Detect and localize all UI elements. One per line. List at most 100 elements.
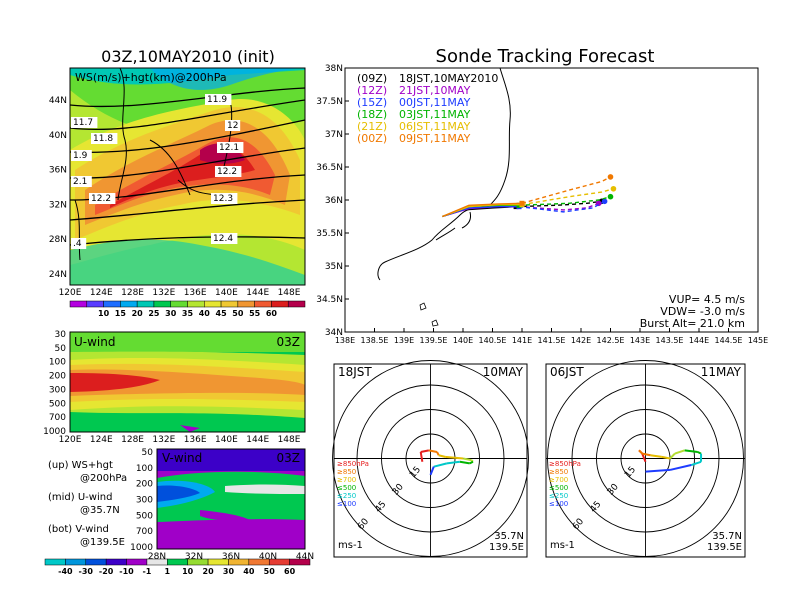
map-x-tick: 144E: [246, 288, 269, 298]
ws-colorbar-swatch: [187, 300, 205, 308]
hodo-segment: [438, 454, 446, 458]
launch-jst: 09JST,11MAY: [399, 132, 471, 145]
track-y-tick: 34N: [325, 328, 343, 338]
contour-label-box: [71, 176, 92, 187]
map-x-tick: 140E: [215, 288, 238, 298]
ws-colorbar-swatch: [237, 300, 255, 308]
uwind-x-tick: 120E: [59, 435, 82, 445]
vwind-y-ticks: 50 100 200 300 500 700 1000: [130, 448, 153, 553]
param-vup: VUP= 4.5 m/s: [669, 293, 745, 306]
uwind-x-tick: 132E: [152, 435, 175, 445]
hodo-segment: [433, 462, 448, 468]
contour-label-box: [71, 150, 92, 161]
landing-marker: [601, 198, 608, 205]
track-line-descent: [518, 200, 605, 213]
track-line-descent: [518, 202, 599, 211]
panel-notes: (up) WS+hgt @200hPa (mid) U-wind @35.7N …: [48, 460, 127, 548]
hodo-segment: [697, 451, 702, 455]
contour-label-box: [215, 166, 242, 177]
launch-jst: 18JST,10MAY2010: [399, 72, 498, 85]
note-mid-2: @35.7N: [80, 505, 120, 516]
track-line-descent: [516, 200, 602, 208]
ws-colorbar-swatch: [103, 300, 121, 308]
uwind-y-tick: 50: [55, 344, 67, 354]
wind-colorbar-swatch: [126, 558, 148, 566]
note-mid-1: (mid) U-wind: [48, 492, 112, 503]
uwind-y-tick: 700: [49, 413, 66, 423]
track-x-tick: 145E: [748, 336, 768, 345]
track-x-tick: 141.5E: [538, 336, 566, 345]
uwind-x-tick: 144E: [246, 435, 269, 445]
hodo-segment: [638, 449, 643, 455]
hodo-segment: [429, 466, 435, 476]
vwind-panel: V-wind 03Z 50 100 200 300 500 700 1000 28N 32N 3…: [130, 448, 314, 562]
uwind-y-tick: 200: [49, 372, 66, 382]
wind-colorbar-swatch: [44, 558, 66, 566]
wind-colorbar-swatch: [65, 558, 87, 566]
ws-colorbar-label: 55: [249, 309, 261, 318]
map-y-tick: 36N: [49, 166, 67, 176]
contour-label: 1.9: [73, 151, 88, 161]
contour-label-box: [91, 133, 118, 144]
hodo-segment: [420, 449, 430, 453]
vwind-y-tick: 100: [136, 464, 153, 474]
contour-label-box: [71, 238, 87, 249]
hodo-segment: [419, 451, 424, 462]
ws-colorbar-label: 10: [98, 309, 110, 318]
vwind-y-tick: 50: [142, 448, 154, 458]
contour-label-box: [225, 120, 241, 131]
vwind-x-tick: 32N: [185, 552, 203, 562]
map-y-ticks: 44N 40N 36N 32N 28N 24N: [49, 96, 67, 280]
level-key: ≤250: [549, 492, 568, 500]
wind-colorbar-swatch: [268, 558, 290, 566]
contour-label: 12.1: [219, 143, 239, 153]
map-x-tick: 128E: [121, 288, 144, 298]
track-y-tick: 37N: [325, 130, 343, 140]
contour-label: .4: [73, 239, 82, 249]
ws-colorbar-swatch: [136, 300, 155, 308]
contour-label: 11.7: [73, 118, 93, 128]
level-key: ≥850: [549, 468, 568, 476]
landing-marker: [607, 174, 614, 180]
hodo-lon: 139.5E: [489, 542, 524, 553]
hodo-lon: 139.5E: [707, 542, 742, 553]
vwind-x-tick: 28N: [148, 552, 166, 562]
track-x-tick: 142E: [571, 336, 591, 345]
track-line-descent: [519, 196, 611, 206]
launch-jst: 21JST,10MAY: [399, 84, 471, 97]
launch-utc: (18Z): [357, 108, 387, 121]
note-bot-2: @139.5E: [80, 537, 125, 548]
hodo-segment: [641, 453, 647, 463]
launch-utc: (09Z): [357, 72, 387, 85]
launch-jst: 00JST,11MAY: [399, 96, 471, 109]
level-key: ≥850hPa: [337, 460, 369, 468]
launch-utc: (21Z): [357, 120, 387, 133]
track-y-tick: 35N: [325, 262, 343, 272]
wind-colorbar-label: -20: [99, 567, 114, 576]
level-key: ≤100: [549, 500, 568, 508]
contour-label: 12.4: [213, 234, 233, 244]
vwind-x-tick: 44N: [296, 552, 314, 562]
ws-colorbar-label: 15: [115, 309, 127, 318]
hodo-segment: [661, 455, 671, 460]
note-up-1: (up) WS+hgt: [48, 460, 113, 471]
track-line-descent: [521, 176, 611, 204]
contour-label-box: [71, 117, 98, 128]
launch-utc: (15Z): [357, 96, 387, 109]
hodo-date: 11MAY: [701, 365, 742, 379]
uwind-y-tick: 300: [49, 385, 66, 395]
level-key: ≥850: [337, 468, 356, 476]
wind-colorbar-swatch: [228, 558, 250, 566]
track-panel: 38N 37.5N 37N 36.5N 36N 35.5N 35N 34.5N 34N 138E…: [316, 64, 768, 345]
hodo-segment: [645, 468, 671, 473]
left-title: 03Z,10MAY2010 (init): [101, 47, 275, 66]
hodo-segment: [684, 449, 698, 453]
hodo-segment: [642, 452, 651, 457]
hodo-segment: [690, 460, 702, 466]
wind-colorbar-label: 20: [203, 567, 215, 576]
hodo-segment: [650, 454, 662, 458]
hodo-lat: 35.7N: [712, 531, 742, 542]
wind-colorbar-swatch: [248, 558, 270, 566]
